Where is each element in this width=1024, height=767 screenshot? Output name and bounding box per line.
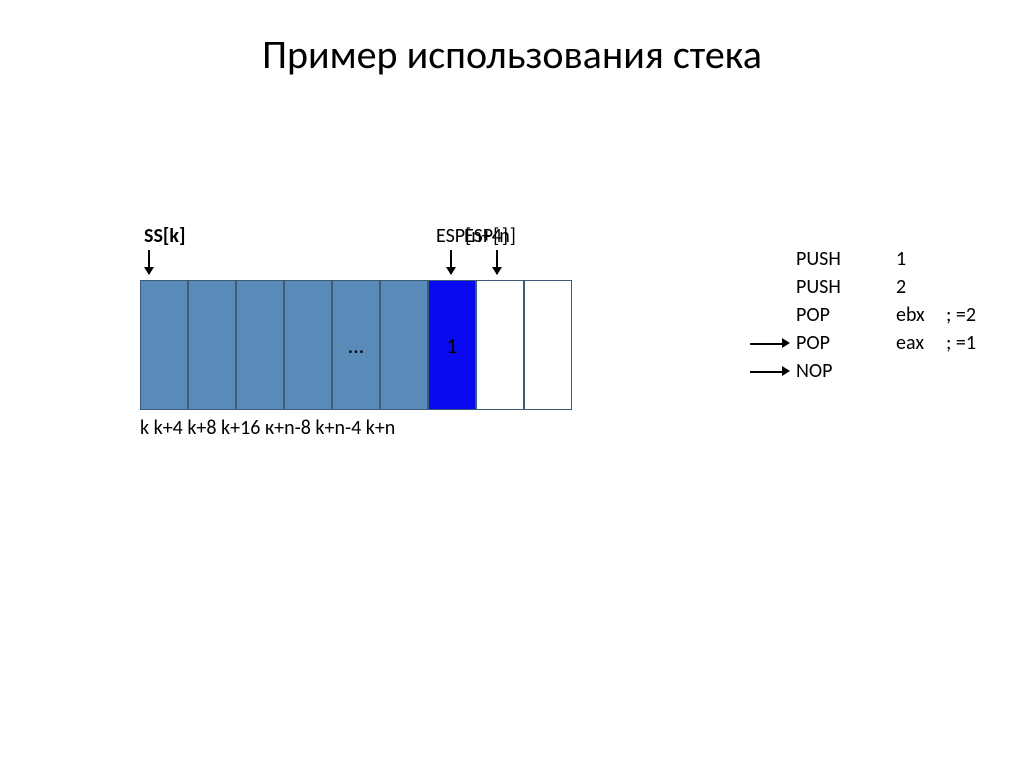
stack-cell <box>476 280 524 410</box>
stack-cell <box>140 280 188 410</box>
opcode: PUSH <box>796 247 896 271</box>
stack-diagram: SS[k] ESP[n+4] ESP[n] … 1 k k+4 k+8 k+16… <box>140 280 620 430</box>
code-line: POP eax ; =1 <box>750 329 976 357</box>
code-line: NOP <box>750 357 976 385</box>
comment: ; =1 <box>946 331 976 355</box>
stack-cell <box>188 280 236 410</box>
stack-cell <box>524 280 572 410</box>
stack-cell <box>236 280 284 410</box>
address-labels: k k+4 k+8 k+16 к+n-8 k+n-4 k+n <box>140 416 395 440</box>
slide-title: Пример использования стека <box>0 0 1024 79</box>
operand: ebx <box>896 303 946 327</box>
opcode: POP <box>796 331 896 355</box>
code-line: PUSH 2 <box>750 273 976 301</box>
pointer-ss: SS[k] <box>144 224 186 248</box>
stack-cell: … <box>332 280 380 410</box>
stack-cell <box>284 280 332 410</box>
code-line: POP ebx ; =2 <box>750 301 976 329</box>
code-line: PUSH 1 <box>750 245 976 273</box>
assembly-code: PUSH 1 PUSH 2 POP ebx ; =2 POP eax ; =1 … <box>750 245 976 385</box>
opcode: POP <box>796 303 896 327</box>
arrow-down-icon <box>450 250 452 274</box>
operand: 1 <box>896 247 946 271</box>
opcode: NOP <box>796 359 896 383</box>
arrow-down-icon <box>496 250 498 274</box>
stack-cell <box>380 280 428 410</box>
stack-cell-highlight: 1 <box>428 280 476 410</box>
arrow-down-icon <box>148 250 150 274</box>
pointer-esp-n: ESP[n] <box>464 224 516 248</box>
comment: ; =2 <box>946 303 976 327</box>
operand: 2 <box>896 275 946 299</box>
operand: eax <box>896 331 946 355</box>
opcode: PUSH <box>796 275 896 299</box>
